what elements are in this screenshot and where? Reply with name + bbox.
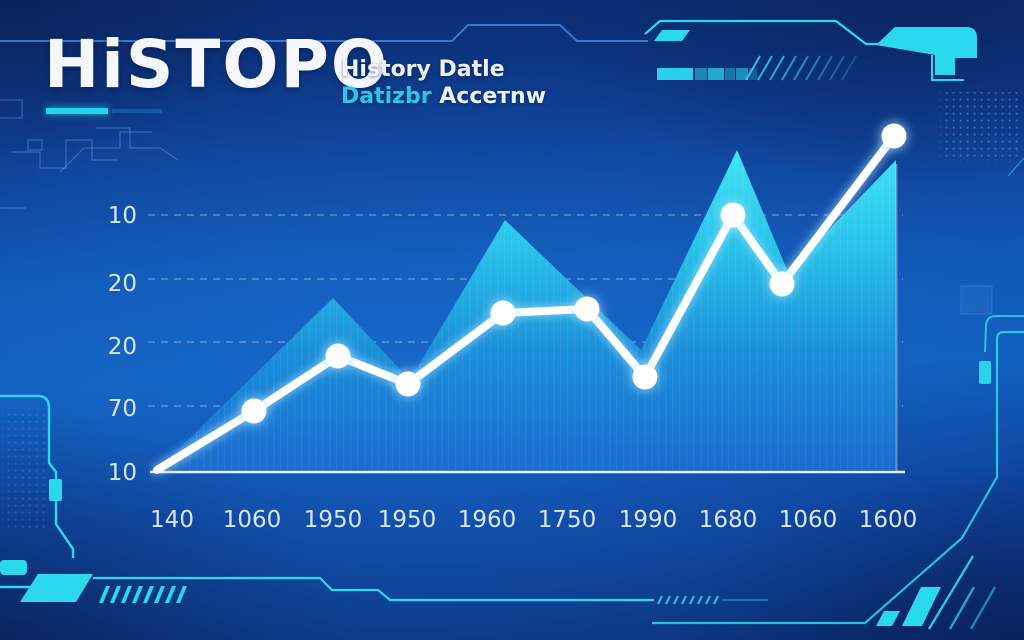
subtitle-line2-accent: Datizbr <box>341 84 432 109</box>
page-subtitle: History Datle Datizbr Acceтnw <box>341 56 546 110</box>
page-title: HiSTOPO <box>44 26 389 103</box>
title-underline-extension <box>112 109 162 113</box>
subtitle-line2: Datizbr Acceтnw <box>341 83 546 110</box>
subtitle-line2-rest: Acceтnw <box>439 84 547 109</box>
subtitle-line1: History Datle <box>341 57 505 82</box>
title-underline <box>46 108 108 114</box>
